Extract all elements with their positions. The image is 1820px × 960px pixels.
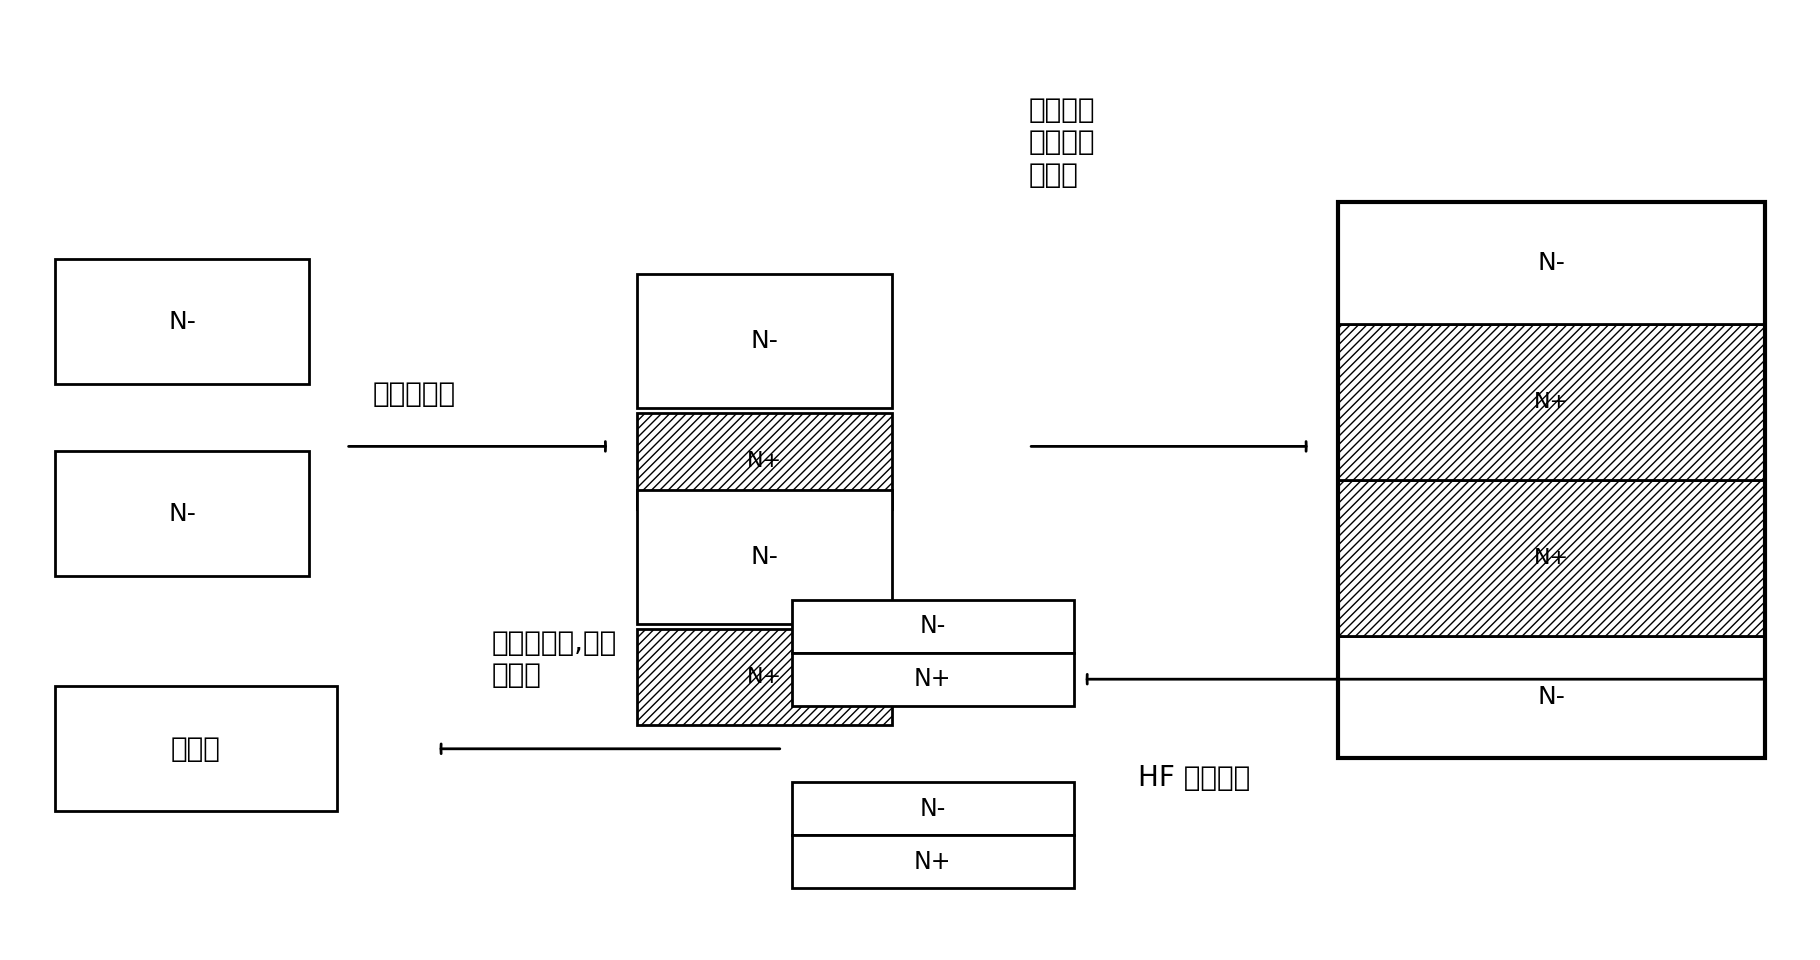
Bar — [55, 686, 337, 811]
Bar — [1338, 480, 1765, 636]
Text: N+: N+ — [1534, 392, 1569, 412]
Bar — [637, 413, 892, 509]
Text: HF 处理分离: HF 处理分离 — [1138, 764, 1250, 792]
Text: N+: N+ — [914, 850, 952, 874]
Text: N+: N+ — [746, 667, 783, 686]
Bar — [1338, 202, 1765, 324]
Text: N+: N+ — [746, 451, 783, 470]
Bar — [792, 782, 1074, 835]
Text: N-: N- — [167, 501, 197, 526]
Bar — [55, 451, 309, 576]
Text: N-: N- — [919, 614, 946, 638]
Bar — [1338, 636, 1765, 758]
Bar — [792, 600, 1074, 653]
Text: N-: N- — [919, 797, 946, 821]
Text: N+: N+ — [1534, 548, 1569, 568]
Bar — [637, 629, 892, 725]
Bar — [792, 835, 1074, 888]
Bar — [792, 653, 1074, 706]
Text: 玻璃粘合
及平面器
件工艺: 玻璃粘合 及平面器 件工艺 — [1028, 96, 1096, 189]
Text: N-: N- — [1538, 251, 1565, 275]
Text: N-: N- — [1538, 685, 1565, 709]
Bar — [637, 490, 892, 624]
Text: N-: N- — [750, 545, 779, 568]
Bar — [1338, 202, 1765, 758]
Text: 晶体管: 晶体管 — [171, 734, 220, 763]
Text: 预扩及抛光: 预扩及抛光 — [373, 380, 457, 408]
Text: 背面金属化,划片
及封装: 背面金属化,划片 及封装 — [491, 629, 617, 689]
Bar — [55, 259, 309, 384]
Text: N-: N- — [167, 309, 197, 333]
Text: N+: N+ — [914, 667, 952, 691]
Bar — [1338, 324, 1765, 480]
Bar — [637, 274, 892, 408]
Text: N-: N- — [750, 328, 779, 352]
